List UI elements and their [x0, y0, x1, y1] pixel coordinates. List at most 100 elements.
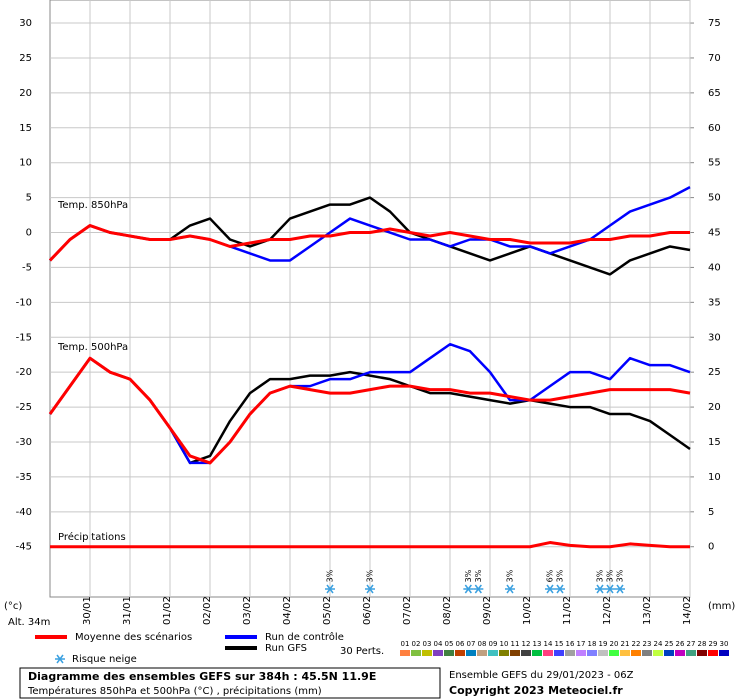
snow-risk-label: 3%	[474, 569, 483, 582]
perturbation-swatch	[719, 650, 729, 656]
perturbation-swatch	[609, 650, 619, 656]
perturbation-label: 03	[423, 640, 432, 648]
snow-risk-label: 3%	[506, 569, 515, 582]
snow-icon-stroke	[596, 584, 604, 594]
y2-tick-label: 40	[708, 262, 721, 273]
snow-icon	[605, 584, 615, 594]
perturbation-label: 30	[720, 640, 729, 648]
perturbation-swatch	[444, 650, 454, 656]
y2-tick-label: 30	[708, 332, 721, 343]
perturbation-swatch	[642, 650, 652, 656]
copyright: Copyright 2023 Meteociel.fr	[449, 684, 623, 697]
snow-icon-stroke	[326, 584, 334, 594]
snow-icon-stroke	[616, 584, 624, 594]
snow-legend-label: Risque neige	[72, 654, 137, 665]
y-tick-label: -25	[16, 402, 32, 413]
annotation-t500: Temp. 500hPa	[57, 342, 128, 353]
perturbation-swatch	[631, 650, 641, 656]
snow-risk-label: 3%	[616, 569, 625, 582]
perturbation-label: 14	[544, 640, 553, 648]
perturbation-label: 16	[566, 640, 575, 648]
snow-legend-icon	[55, 654, 65, 664]
snow-icon	[555, 584, 565, 594]
x-tick-label: 04/02	[282, 596, 293, 625]
perturbation-label: 20	[610, 640, 619, 648]
snow-icon-stroke	[606, 584, 614, 594]
perturbation-swatch	[543, 650, 553, 656]
x-tick-label: 09/02	[482, 596, 493, 625]
perturbation-swatch	[422, 650, 432, 656]
y-tick-label: -20	[16, 367, 32, 378]
y2-tick-label: 60	[708, 123, 721, 134]
y2-tick-label: 35	[708, 297, 721, 308]
legend-label: Run GFS	[265, 643, 307, 654]
perturbation-swatch	[620, 650, 630, 656]
perturbation-label: 22	[632, 640, 641, 648]
x-tick-label: 12/02	[602, 596, 613, 625]
x-tick-label: 03/02	[242, 596, 253, 625]
perturbation-label: 12	[522, 640, 531, 648]
y-tick-label: -35	[16, 472, 32, 483]
y-tick-label: 0	[26, 228, 32, 239]
y-tick-label: -5	[22, 262, 32, 273]
x-tick-label: 11/02	[562, 596, 573, 625]
perturbation-swatch	[708, 650, 718, 656]
snow-icon-stroke	[546, 584, 554, 594]
y2-tick-label: 55	[708, 158, 721, 169]
perturbation-label: 08	[478, 640, 487, 648]
perturbation-swatch	[510, 650, 520, 656]
perturbation-label: 02	[412, 640, 421, 648]
perturbation-swatch	[697, 650, 707, 656]
y-tick-label: 5	[26, 193, 32, 204]
perturbation-label: 25	[665, 640, 674, 648]
chart-title: Diagramme des ensembles GEFS sur 384h : …	[28, 670, 376, 683]
y2-tick-label: 75	[708, 18, 721, 29]
legend-label: Run de contrôle	[265, 631, 344, 643]
snow-icon-stroke	[556, 584, 564, 594]
y2-tick-label: 50	[708, 193, 721, 204]
perturbation-swatch	[675, 650, 685, 656]
x-tick-label: 05/02	[322, 596, 333, 625]
perturbation-swatch	[433, 650, 443, 656]
snow-icon-stroke	[506, 584, 514, 594]
snow-icon-stroke	[366, 584, 374, 594]
legend-label: Moyenne des scénarios	[75, 631, 192, 643]
perturbation-label: 11	[511, 640, 520, 648]
perturbation-label: 10	[500, 640, 509, 648]
y-tick-label: -30	[16, 437, 32, 448]
series-line	[50, 541, 690, 549]
x-tick-label: 31/01	[122, 596, 133, 625]
perturbation-label: 18	[588, 640, 597, 648]
perturbation-swatch	[686, 650, 696, 656]
perturbation-swatch	[598, 650, 608, 656]
y-tick-label: 20	[19, 88, 32, 99]
y2-tick-label: 0	[708, 542, 714, 553]
perturbation-swatch	[499, 650, 509, 656]
perturbation-swatch	[565, 650, 575, 656]
series-line	[48, 224, 690, 262]
y2-tick-label: 20	[708, 402, 721, 413]
y-tick-label: 30	[19, 18, 32, 29]
run-info: Ensemble GEFS du 29/01/2023 - 06Z	[449, 670, 634, 681]
y2-tick-label: 10	[708, 472, 721, 483]
perturbation-label: 04	[434, 640, 443, 648]
perturbation-swatch	[554, 650, 564, 656]
perturbation-label: 06	[456, 640, 465, 648]
y-unit: (°c)	[4, 601, 22, 612]
perturbation-label: 07	[467, 640, 476, 648]
perturbation-swatch	[532, 650, 542, 656]
snow-risk-label: 6%	[546, 569, 555, 582]
perturbation-label: 01	[401, 640, 410, 648]
perturbation-label: 27	[687, 640, 696, 648]
snow-icon	[473, 584, 484, 594]
y2-tick-label: 5	[708, 507, 714, 518]
perturbation-swatch	[455, 650, 465, 656]
x-tick-label: 13/02	[642, 596, 653, 625]
chart-subtitle: Températures 850hPa et 500hPa (°C) , pré…	[27, 685, 322, 697]
perturbation-swatch	[400, 650, 410, 656]
perturbation-swatch	[576, 650, 586, 656]
x-tick-label: 01/02	[162, 596, 173, 625]
y2-tick-label: 65	[708, 88, 721, 99]
perturbation-swatch	[664, 650, 674, 656]
snow-risk-label: 3%	[606, 569, 615, 582]
